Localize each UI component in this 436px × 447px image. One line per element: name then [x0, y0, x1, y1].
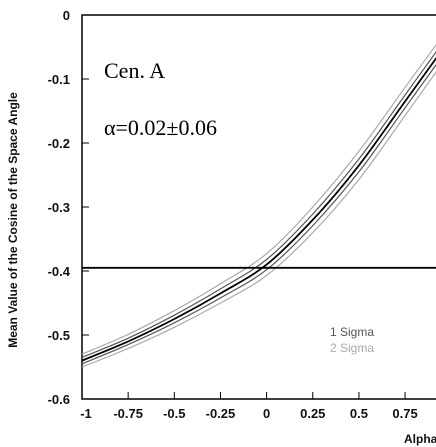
x-tick-label: -0.5 — [163, 406, 185, 421]
x-tick-label: -0.25 — [206, 406, 236, 421]
y-tick-label: -0.1 — [48, 72, 70, 87]
y-tick-label: -0.3 — [48, 200, 70, 215]
annotation-alpha: α=0.02±0.06 — [104, 115, 217, 140]
y-tick-label: -0.4 — [48, 264, 71, 279]
x-tick-label: 0.5 — [350, 406, 368, 421]
curves — [81, 43, 436, 368]
x-axis: -1 -0.75 -0.5 -0.25 0 0.25 0.5 0.75 — [80, 392, 418, 421]
y-axis-label: Mean Value of the Cosine of the Space An… — [6, 92, 20, 348]
y-axis: 0 -0.1 -0.2 -0.3 -0.4 -0.5 -0.6 — [48, 8, 89, 407]
x-axis-label: Alpha — [404, 432, 436, 446]
x-tick-label: 0 — [263, 406, 270, 421]
series-line-1-sigma-upper — [81, 51, 436, 358]
legend-2-sigma: 2 Sigma — [330, 341, 374, 355]
x-tick-label: -0.75 — [113, 406, 143, 421]
y-tick-label: -0.6 — [48, 392, 70, 407]
series-line-central — [81, 56, 436, 362]
x-tick-label: 0.25 — [300, 406, 325, 421]
x-tick-label: 0.75 — [392, 406, 417, 421]
series-line-1-sigma-lower — [81, 63, 436, 365]
y-tick-label: -0.5 — [48, 328, 70, 343]
x-tick-label: -1 — [80, 406, 92, 421]
annotation-source: Cen. A — [104, 58, 165, 83]
y-tick-label: 0 — [63, 8, 70, 23]
y-tick-label: -0.2 — [48, 136, 70, 151]
series-line-2-sigma-lower — [81, 71, 436, 368]
series-line-2-sigma-upper — [81, 43, 436, 355]
legend-1-sigma: 1 Sigma — [330, 325, 374, 339]
